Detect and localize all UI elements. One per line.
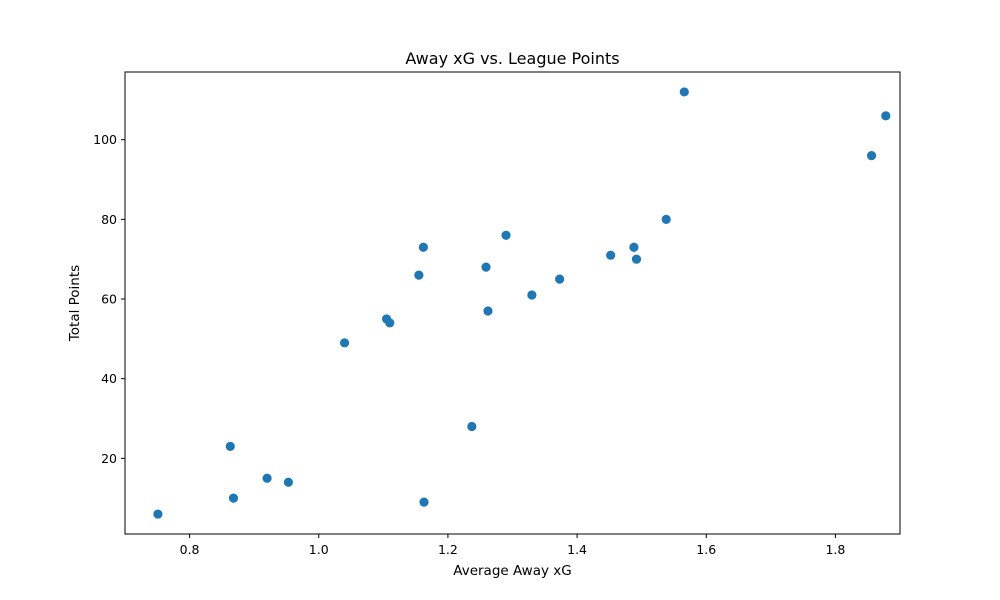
data-point-12 [467, 421, 477, 432]
x-axis-label: Average Away xG [453, 563, 571, 579]
data-point-1 [153, 509, 163, 519]
data-point-15 [501, 230, 511, 240]
x-tick-label: 1.6 [696, 542, 716, 557]
y-tick-label: 40 [101, 371, 117, 386]
x-tick-label: 1.8 [825, 542, 845, 557]
data-point-14 [483, 306, 493, 316]
y-tick-label: 20 [101, 451, 117, 466]
y-axis-ticks: 20 40 60 80 100 [93, 132, 125, 466]
data-point-9 [414, 270, 424, 280]
data-point-24 [881, 111, 891, 121]
y-tick-label: 100 [93, 132, 117, 147]
data-point-21 [661, 214, 671, 224]
data-point-2 [225, 441, 235, 451]
data-point-5 [283, 477, 293, 487]
data-point-19 [629, 242, 639, 252]
plot-frame [124, 71, 901, 535]
data-point-16 [527, 290, 537, 300]
data-point-17 [555, 274, 565, 284]
x-tick-label: 1.0 [309, 542, 329, 557]
data-point-6 [339, 338, 350, 348]
data-point-4 [262, 473, 272, 483]
y-axis-label: Total Points [67, 265, 83, 342]
data-point-22 [679, 87, 689, 97]
x-tick-label: 0.8 [180, 542, 200, 557]
data-point-23 [866, 151, 877, 161]
y-tick-label: 60 [101, 292, 117, 307]
data-point-18 [606, 250, 616, 260]
data-point-20 [631, 254, 642, 264]
x-axis-ticks: 0.8 1.0 1.2 1.4 1.6 1.8 [180, 534, 845, 557]
data-point-11 [419, 497, 429, 507]
data-point-10 [418, 242, 428, 252]
x-tick-label: 1.4 [567, 542, 587, 557]
data-point-13 [481, 262, 491, 272]
data-point-8 [385, 318, 395, 328]
y-tick-label: 80 [101, 212, 117, 227]
data-point-3 [228, 493, 239, 503]
points-layer [153, 87, 891, 519]
chart-title: Away xG vs. League Points [405, 49, 619, 68]
x-tick-label: 1.2 [438, 542, 458, 557]
